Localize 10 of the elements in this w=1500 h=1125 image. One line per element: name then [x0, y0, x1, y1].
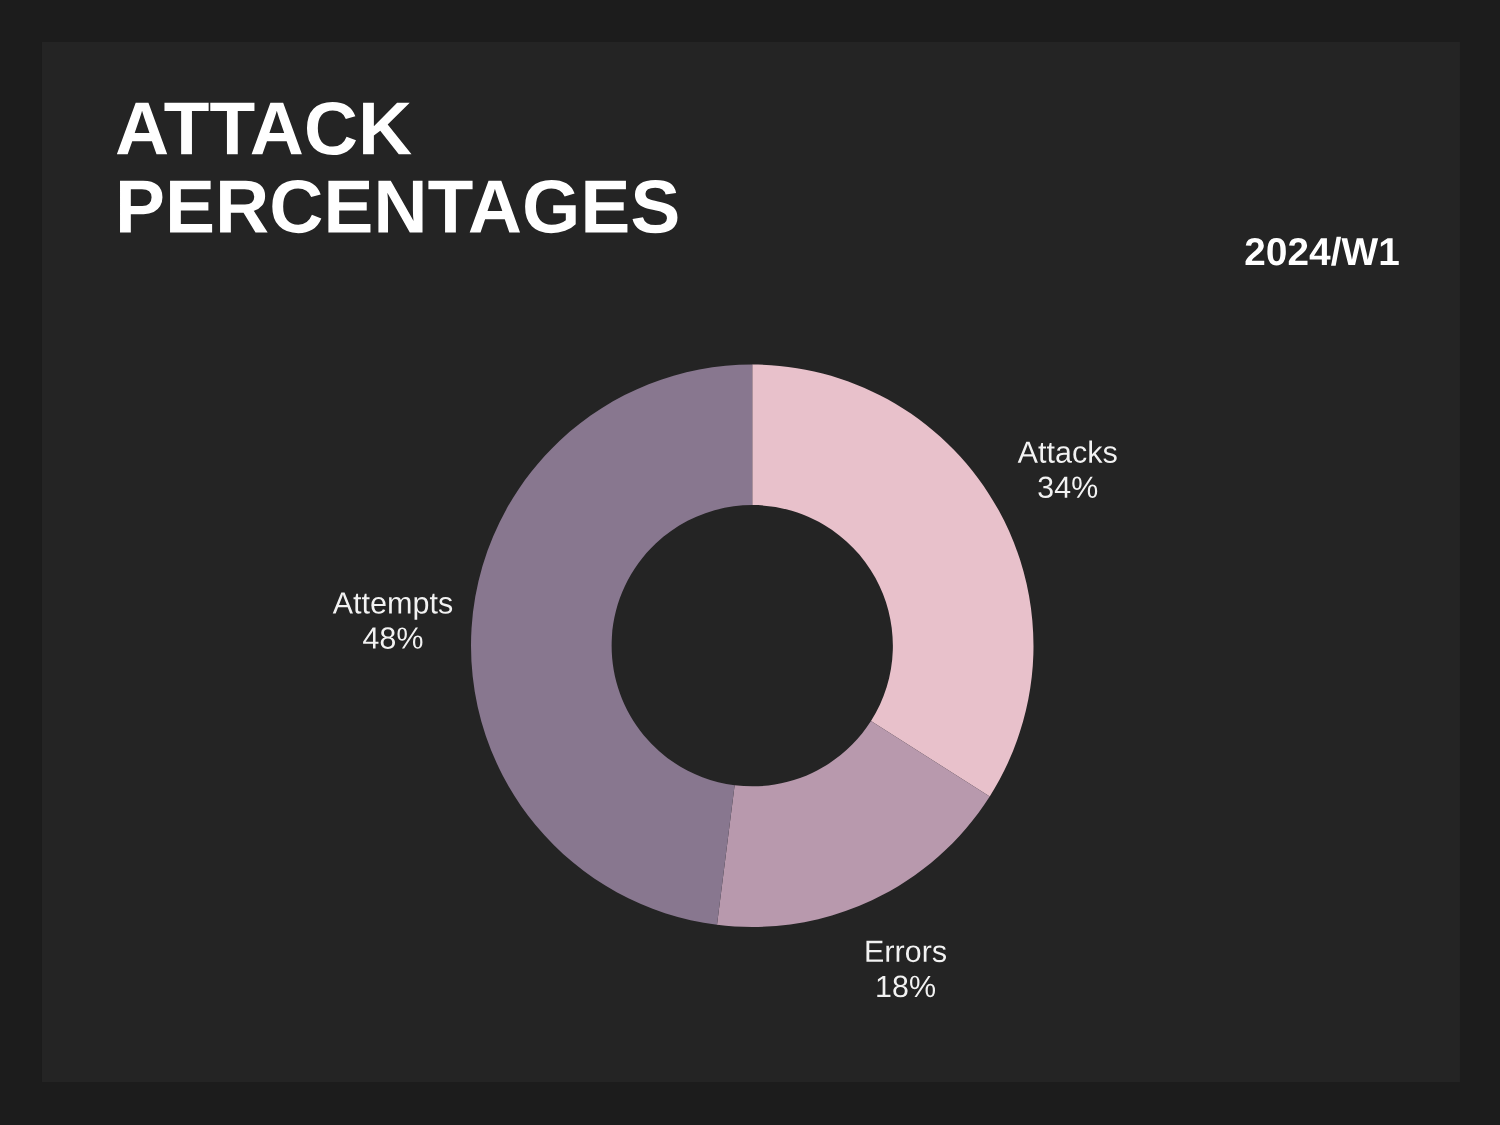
donut-slice — [471, 364, 753, 925]
data-label: 48% — [363, 627, 423, 649]
slice-label: Attempts — [332, 592, 453, 620]
data-label: 34% — [1038, 476, 1098, 499]
slice-label: Errors — [866, 940, 947, 963]
donut-slice — [717, 721, 990, 927]
chart-title: ATTACK PERCENTAGES — [116, 101, 678, 234]
data-label: 18% — [877, 975, 936, 998]
slice-label: Attacks — [1017, 440, 1117, 463]
text: 2024/W1 — [1245, 236, 1399, 266]
